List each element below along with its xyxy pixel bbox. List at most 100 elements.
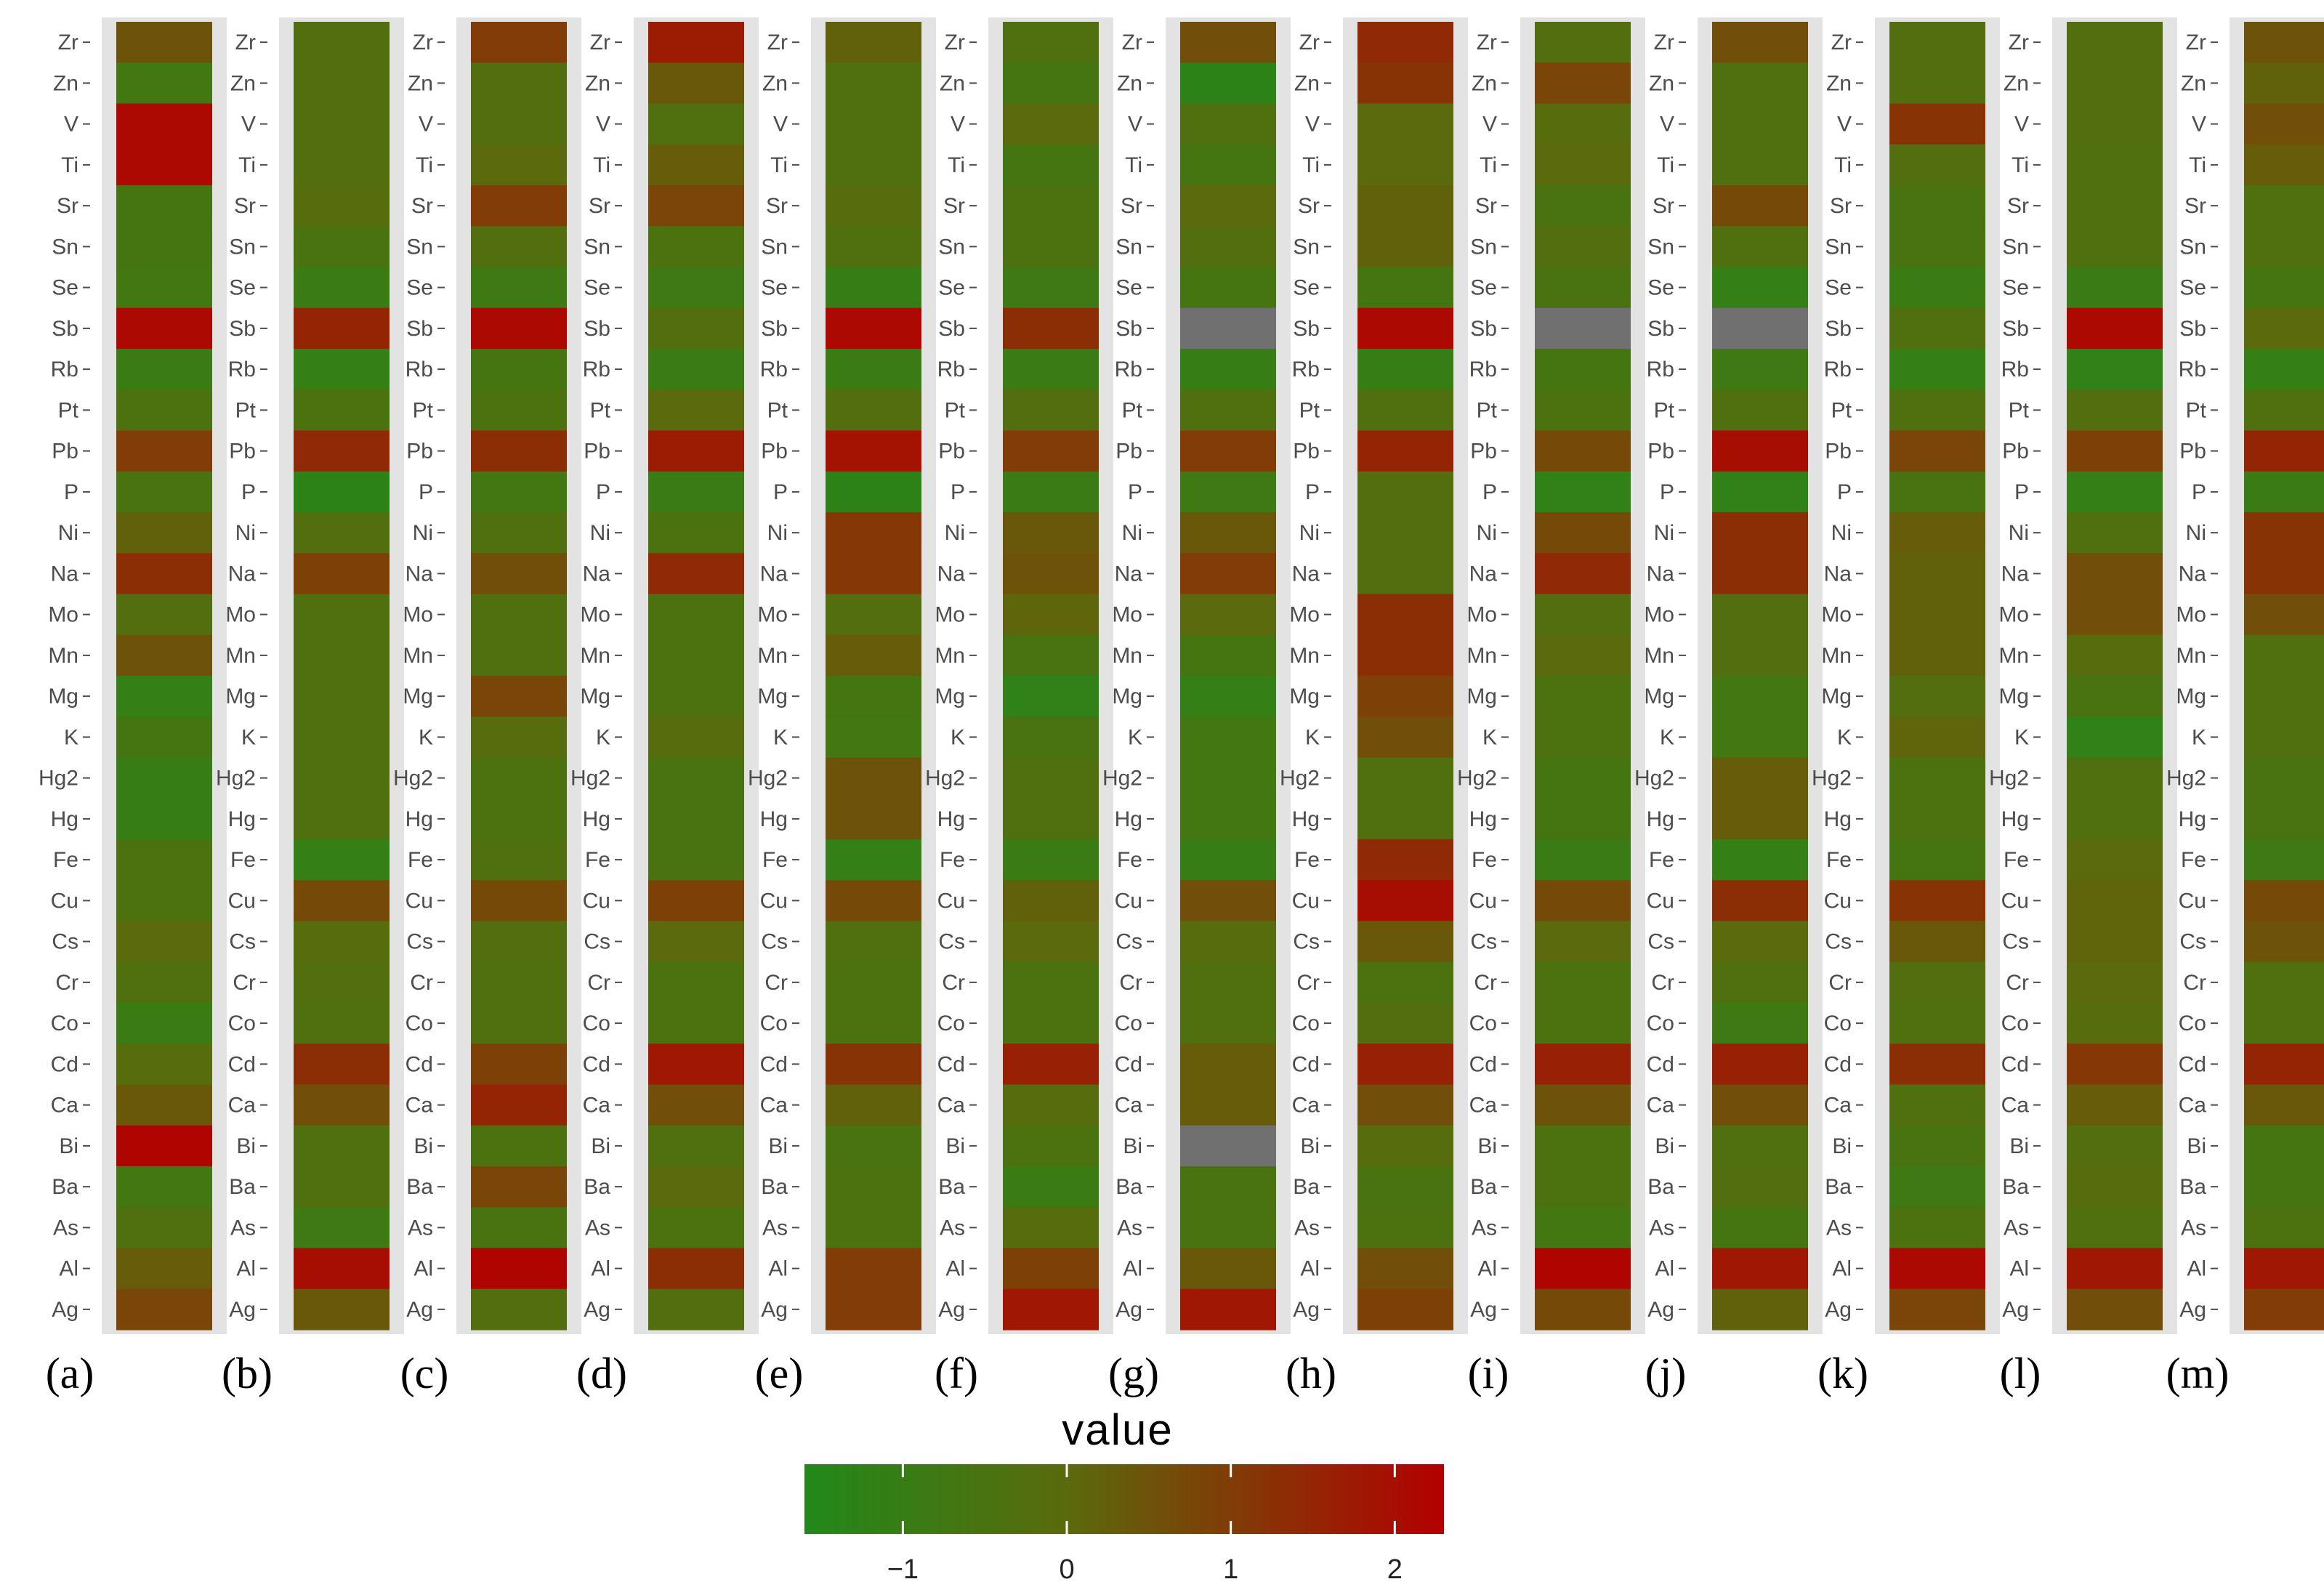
heatmap-cell-rb: [471, 349, 567, 390]
heatmap-cell-cr: [2067, 961, 2163, 1004]
row-label-al: Al: [2187, 1257, 2206, 1281]
row-label-al: Al: [413, 1257, 433, 1281]
row-label-sr: Sr: [1121, 194, 1142, 218]
heatmap-cell-ni: [116, 512, 212, 554]
row-label-pb: Pb: [52, 440, 78, 464]
row-label-pt: Pt: [1831, 398, 1852, 422]
row-label-na: Na: [1115, 562, 1143, 586]
heatmap-cell-se: [1180, 267, 1276, 309]
row-label-cu: Cu: [1469, 889, 1497, 913]
heatmap-cell-sr: [1357, 185, 1453, 227]
row-label-zn: Zn: [53, 71, 78, 95]
heatmap-cell-sb: [1889, 307, 1985, 350]
panel-k: Zr Zn V Ti Sr Sn Se Sb Rb Pt Pb P Ni Na Mo Mn Mg K Hg2 Hg Fe…: [1812, 17, 2000, 1397]
heatmap-cell-cd: [116, 1043, 212, 1086]
row-label-zn: Zn: [1472, 71, 1497, 95]
row-label-zn: Zn: [762, 71, 788, 95]
heatmap-cell-cr: [648, 961, 744, 1004]
panel-a: Zr Zn V Ti Sr Sn Se Sb Rb Pt Pb P Ni Na Mo Mn Mg K Hg2 Hg Fe…: [39, 17, 227, 1397]
heatmap-cell-ca: [1712, 1084, 1808, 1126]
heatmap-cell-hg2: [2067, 757, 2163, 799]
heatmap-cell-k: [648, 716, 744, 759]
row-label-co: Co: [1469, 1011, 1497, 1035]
heatmap-cell-ca: [1003, 1084, 1099, 1126]
panel-h: Zr Zn V Ti Sr Sn Se Sb Rb Pt Pb P Ni Na Mo Mn Mg K Hg2 Hg Fe…: [1280, 17, 1468, 1397]
heatmap-cell-sn: [294, 226, 390, 268]
heatmap-cell-ag: [116, 1288, 212, 1330]
row-label-as: As: [2004, 1216, 2029, 1240]
heatmap-cell-hg: [2244, 798, 2324, 840]
row-label-bi: Bi: [1655, 1134, 1674, 1158]
heatmap-cell-co: [648, 1003, 744, 1044]
row-label-co: Co: [1824, 1011, 1852, 1035]
row-label-cd: Cd: [760, 1052, 788, 1076]
heatmap-cell-mg: [116, 676, 212, 717]
row-label-fe: Fe: [408, 848, 433, 872]
row-label-ag: Ag: [584, 1298, 610, 1322]
legend-tick-label: 2: [1387, 1554, 1403, 1585]
heatmap-cell-al: [1180, 1248, 1276, 1290]
heatmap-cell-as: [1003, 1207, 1099, 1249]
heatmap-cell-al: [648, 1248, 744, 1290]
heatmap-cell-p: [648, 471, 744, 513]
row-label-as: As: [940, 1216, 965, 1240]
heatmap-cell-mo: [1180, 594, 1276, 636]
heatmap-cell-v: [1889, 103, 1985, 145]
heatmap-cell-pt: [1889, 389, 1985, 432]
heatmap-cell-bi: [1535, 1125, 1631, 1167]
heatmap-cell-zn: [1180, 62, 1276, 105]
row-label-ti: Ti: [1302, 153, 1320, 177]
heatmap-cell-mn: [1712, 634, 1808, 677]
row-label-v: V: [773, 113, 788, 137]
row-label-fe: Fe: [1117, 848, 1142, 872]
heatmap-cell-mg: [1889, 676, 1985, 717]
heatmap-cell-cd: [1003, 1043, 1099, 1086]
heatmap-cell-hg: [294, 798, 390, 840]
heatmap-cell-p: [1889, 471, 1985, 513]
panel-label: (k): [1817, 1349, 1868, 1397]
row-label-fe: Fe: [940, 848, 965, 872]
heatmap-cell-cd: [1712, 1043, 1808, 1086]
row-label-hg: Hg: [583, 807, 610, 831]
heatmap-cell-na: [2067, 553, 2163, 595]
heatmap-cell-pt: [294, 389, 390, 432]
heatmap-cell-pt: [1180, 389, 1276, 432]
row-label-cr: Cr: [942, 971, 965, 995]
heatmap-cell-pb: [1535, 430, 1631, 472]
heatmap-cell-zr: [2244, 22, 2324, 63]
row-label-pt: Pt: [2186, 398, 2207, 422]
heatmap-cell-pt: [1357, 389, 1453, 432]
heatmap-cell-sr: [2067, 185, 2163, 227]
row-label-ag: Ag: [1470, 1298, 1497, 1322]
row-label-sn: Sn: [1293, 235, 1320, 259]
row-label-mg: Mg: [403, 685, 433, 708]
panel-label: (c): [400, 1349, 449, 1397]
row-label-na: Na: [1292, 562, 1320, 586]
heatmap-cell-ca: [471, 1084, 567, 1126]
row-label-v: V: [241, 113, 256, 137]
row-label-as: As: [408, 1216, 433, 1240]
panels-group: Zr Zn V Ti Sr Sn Se Sb Rb Pt Pb P Ni Na Mo Mn Mg K Hg2 Hg Fe…: [39, 17, 2324, 1397]
heatmap-cell-ni: [294, 512, 390, 554]
row-label-co: Co: [1647, 1011, 1674, 1035]
row-label-ag: Ag: [1115, 1298, 1142, 1322]
row-label-mn: Mn: [580, 644, 610, 668]
row-label-k: K: [1128, 725, 1142, 749]
row-label-hg: Hg: [937, 807, 965, 831]
heatmap-cell-cu: [2244, 880, 2324, 922]
row-label-hg2: Hg2: [1812, 767, 1852, 791]
row-label-mo: Mo: [1821, 603, 1852, 627]
heatmap-cell-mo: [1535, 594, 1631, 636]
row-label-na: Na: [1824, 562, 1852, 586]
row-label-se: Se: [406, 276, 433, 300]
row-label-k: K: [1305, 725, 1320, 749]
panel-label: (g): [1108, 1349, 1159, 1397]
heatmap-cell-pb: [116, 430, 212, 472]
row-label-cr: Cr: [587, 971, 610, 995]
row-label-rb: Rb: [937, 358, 965, 381]
heatmap-cell-p: [116, 471, 212, 513]
row-label-sb: Sb: [52, 317, 78, 341]
row-label-mn: Mn: [1821, 644, 1852, 668]
panel-label: (f): [935, 1349, 978, 1397]
row-label-na: Na: [583, 562, 611, 586]
